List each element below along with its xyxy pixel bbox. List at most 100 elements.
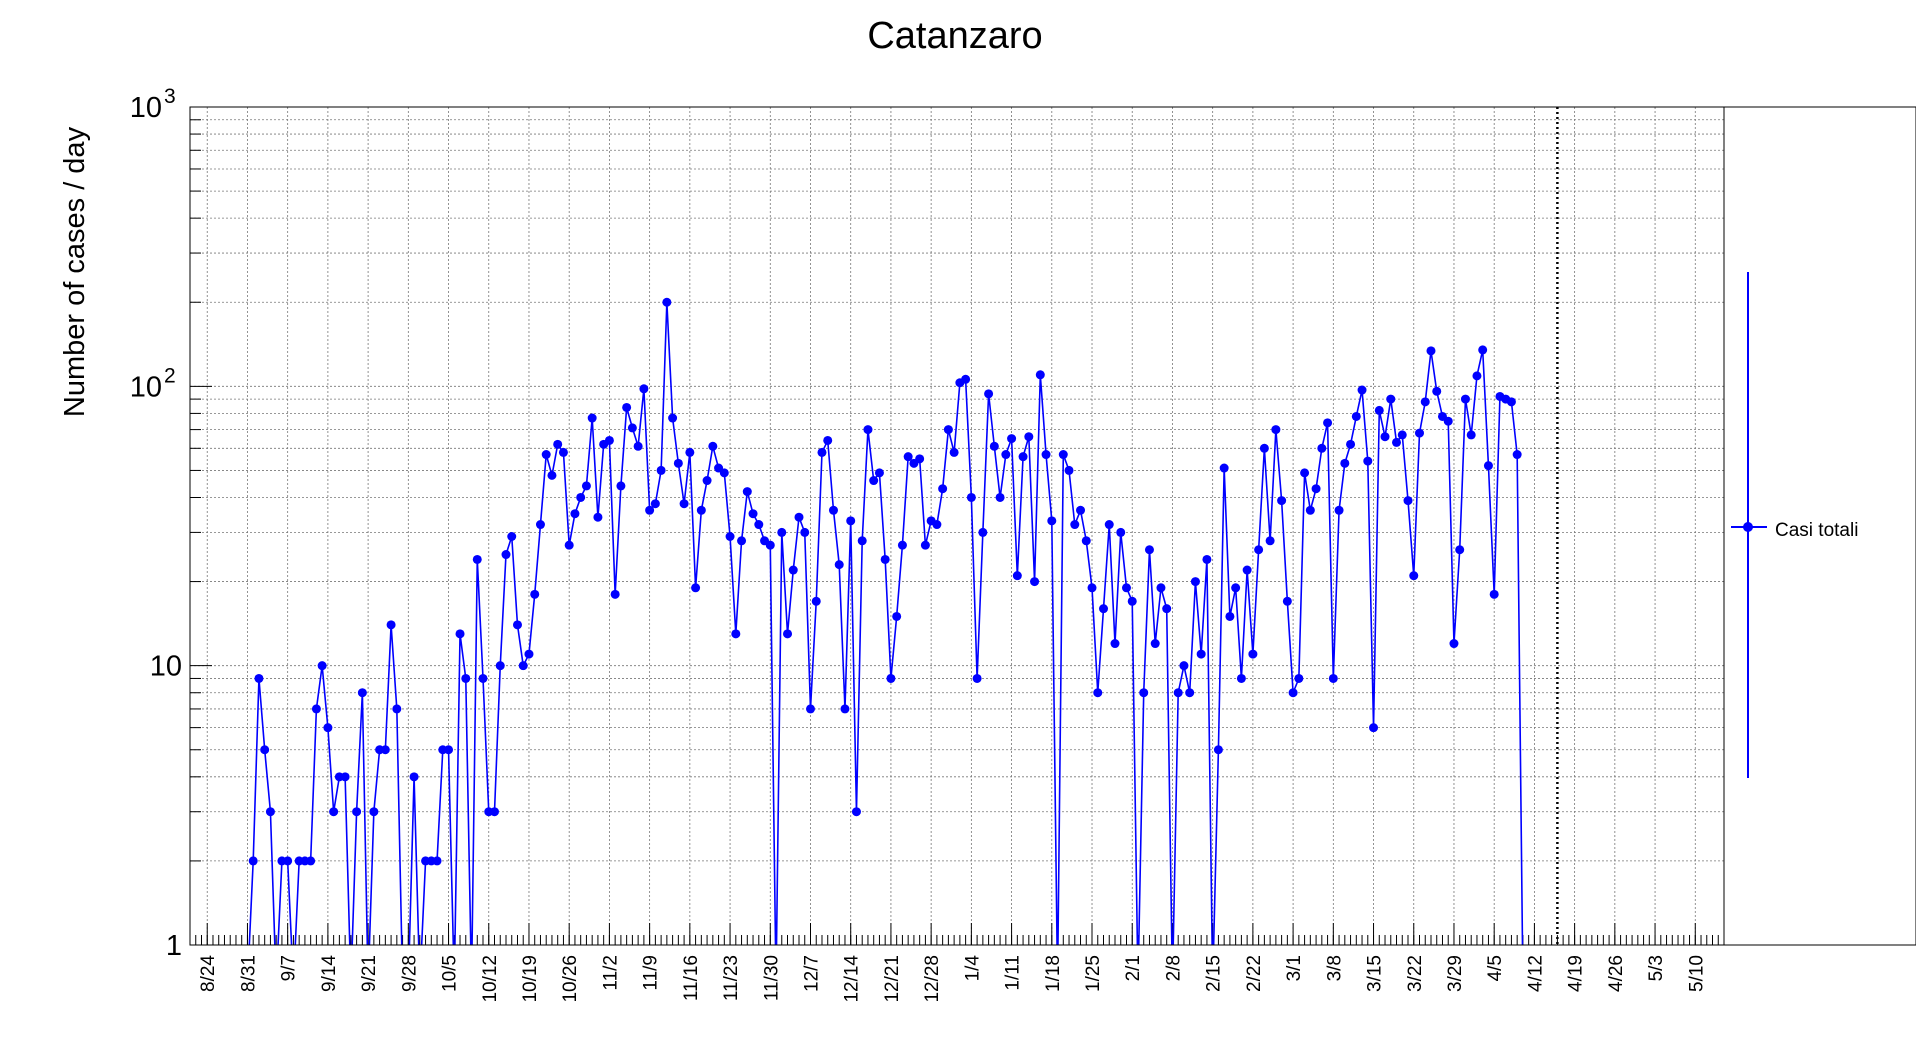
x-tick-label: 10/5: [440, 955, 461, 992]
data-point: [392, 704, 402, 714]
data-point: [702, 476, 712, 486]
x-tick-label: 8/31: [238, 955, 259, 992]
data-point: [811, 596, 821, 606]
data-point: [846, 516, 856, 526]
data-point: [1363, 456, 1373, 466]
data-point: [1455, 545, 1465, 555]
data-point: [1374, 405, 1384, 415]
data-point: [1070, 520, 1080, 530]
data-point: [558, 447, 568, 457]
data-point: [1380, 432, 1390, 442]
data-point: [518, 661, 528, 671]
data-point: [1369, 723, 1379, 733]
data-point: [1489, 589, 1499, 599]
x-tick-label: 2/8: [1163, 955, 1184, 981]
data-point: [805, 704, 815, 714]
data-point: [386, 620, 396, 630]
data-point: [668, 413, 678, 423]
y-tick-label: 10: [150, 651, 182, 683]
data-point: [495, 661, 505, 671]
data-point: [765, 540, 775, 550]
data-point: [1420, 397, 1430, 407]
data-point: [943, 425, 953, 435]
data-point: [1156, 583, 1166, 593]
series-line: [248, 302, 1524, 945]
data-point: [248, 856, 258, 866]
data-point: [1506, 397, 1516, 407]
x-tick-label: 10/19: [520, 955, 541, 1003]
data-point: [788, 565, 798, 575]
data-point: [1386, 394, 1396, 404]
y-tick-label-exponent: 2: [164, 364, 176, 387]
data-point: [311, 704, 321, 714]
data-point: [1219, 463, 1229, 473]
data-point: [570, 509, 580, 519]
data-point: [524, 649, 534, 659]
data-point: [1202, 554, 1212, 564]
x-tick-label: 1/11: [1003, 955, 1024, 991]
data-point: [260, 745, 270, 755]
x-tick-label: 2/22: [1244, 955, 1265, 992]
x-tick-label: 12/28: [922, 955, 943, 1003]
data-point: [616, 481, 626, 491]
data-point: [995, 492, 1005, 502]
data-point: [541, 450, 551, 460]
data-point: [920, 540, 930, 550]
data-point: [1116, 527, 1126, 537]
data-point: [1512, 450, 1522, 460]
data-point: [1271, 425, 1281, 435]
data-point: [863, 425, 873, 435]
data-point: [685, 447, 695, 457]
data-point: [1392, 437, 1402, 447]
data-point: [610, 589, 620, 599]
data-point: [1030, 577, 1040, 587]
data-point: [989, 441, 999, 451]
data-point: [903, 452, 913, 462]
data-point: [719, 468, 729, 478]
data-point: [932, 520, 942, 530]
y-tick-label: 1: [166, 930, 182, 962]
data-point: [851, 807, 861, 817]
data-point: [1162, 604, 1172, 614]
x-tick-label: 9/14: [319, 955, 340, 992]
data-point: [1483, 461, 1493, 471]
x-tick-label: 4/12: [1525, 955, 1546, 992]
data-point: [1007, 434, 1017, 444]
data-point: [1478, 345, 1488, 355]
data-point: [1024, 432, 1034, 442]
y-tick-label-exponent: 3: [164, 85, 176, 108]
data-point: [1173, 688, 1183, 698]
data-point: [1127, 596, 1137, 606]
data-point: [800, 527, 810, 537]
data-point: [1443, 416, 1453, 426]
data-point: [1196, 649, 1206, 659]
data-point: [938, 484, 948, 494]
data-point: [512, 620, 522, 630]
y-axis-label: Number of cases / day: [59, 126, 91, 417]
data-point: [1047, 516, 1057, 526]
x-tick-label: 9/7: [279, 955, 300, 981]
data-point: [1190, 577, 1200, 587]
x-tick-labels: 8/24 8/31 9/7 9/14 9/21 9/28 10/5 10/12 10/19 10/…: [198, 955, 1707, 1003]
data-point: [725, 532, 735, 542]
data-point: [1035, 370, 1045, 380]
data-point: [662, 297, 672, 307]
x-tick-label: 11/23: [721, 955, 742, 1001]
data-point: [1012, 571, 1022, 581]
x-tick-label: 12/7: [801, 955, 822, 992]
x-tick-label: 3/29: [1445, 955, 1466, 992]
data-point: [1265, 536, 1275, 546]
data-point: [1150, 639, 1160, 649]
x-tick-label: 1/25: [1083, 955, 1104, 992]
series-layer: [248, 297, 1524, 945]
data-point: [1225, 611, 1235, 621]
data-point: [834, 560, 844, 570]
data-point: [1414, 428, 1424, 438]
data-point: [691, 583, 701, 593]
data-point: [1311, 484, 1321, 494]
data-point: [1087, 583, 1097, 593]
x-tick-label: 4/26: [1606, 955, 1627, 992]
data-point: [1346, 439, 1356, 449]
data-point: [731, 629, 741, 639]
